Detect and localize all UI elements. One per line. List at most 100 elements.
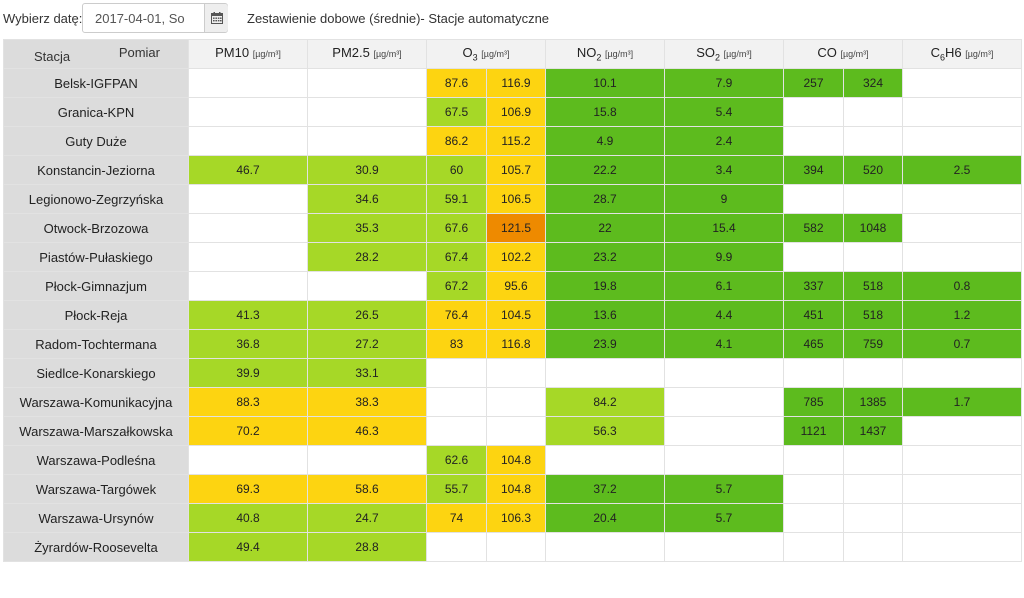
pollutant-description: Benzen [904,67,1021,68]
value-cell: 95.6 [486,271,546,301]
value-cell: 520 [843,155,903,185]
value-cell: 451 [783,300,844,330]
value-cell: 4.1 [664,329,784,359]
value-cell [783,445,844,475]
value-cell [426,387,487,417]
station-name: Granica-KPN [3,97,189,127]
calendar-button[interactable] [204,4,228,32]
value-cell [843,503,903,533]
value-cell: 23.2 [545,242,665,272]
report-title: Zestawienie dobowe (średnie)- Stacje aut… [247,11,550,26]
value-cell: 5.7 [664,503,784,533]
date-input[interactable] [83,4,204,32]
value-cell [426,532,487,562]
header-pm25: PM2.5 [µg/m³]Pył zawieszony PM 2.5S24h [307,39,427,69]
value-cell: 20.4 [545,503,665,533]
value-cell [783,503,844,533]
value-cell: 518 [843,300,903,330]
header-co: CO [µg/m³]Tlenek węglaS24hS8max [783,39,903,69]
table-row: Otwock-Brzozowa 35.3 67.6 121.5 22 15.4 582 104… [3,213,1022,243]
value-cell: 86.2 [426,126,487,156]
value-cell: 70.2 [188,416,308,446]
value-cell [902,358,1022,388]
value-cell [902,416,1022,446]
value-cell: 5.7 [664,474,784,504]
value-cell: 38.3 [307,387,427,417]
value-cell: 62.6 [426,445,487,475]
value-cell: 4.9 [545,126,665,156]
value-cell: 106.3 [486,503,546,533]
value-cell [843,358,903,388]
pollutant-description: Tlenek węgla [785,67,902,68]
pollutant-name: PM2.5 [µg/m³] [332,45,402,60]
value-cell [843,474,903,504]
value-cell [843,445,903,475]
station-name: Warszawa-Podleśna [3,445,189,475]
air-quality-table: Pomiar Stacja PM10 [µg/m³] Pył zawieszony… [3,39,1022,562]
value-cell: 6.1 [664,271,784,301]
station-name: Belsk-IGFPAN [3,68,189,98]
value-cell [664,532,784,562]
value-cell: 84.2 [545,387,665,417]
table-body: Belsk-IGFPAN 87.6 116.9 10.1 7.9 257 324 Granic… [3,68,1022,562]
table-row: Piastów-Pułaskiego 28.2 67.4 102.2 23.2 9.9 [3,242,1022,272]
pollutant-description: Dwutlenek siarki [666,67,783,68]
value-cell [188,97,308,127]
value-cell: 1121 [783,416,844,446]
value-cell [545,532,665,562]
value-cell [188,68,308,98]
value-cell: 35.3 [307,213,427,243]
station-name: Otwock-Brzozowa [3,213,189,243]
value-cell: 106.5 [486,184,546,214]
value-cell: 28.7 [545,184,665,214]
station-name: Warszawa-Komunikacyjna [3,387,189,417]
pollutant-name: NO2 [µg/m³] [576,45,634,63]
value-cell: 27.2 [307,329,427,359]
value-cell: 582 [783,213,844,243]
value-cell [843,184,903,214]
value-cell: 1.7 [902,387,1022,417]
value-cell: 2.5 [902,155,1022,185]
date-picker[interactable] [82,3,228,33]
value-cell: 58.6 [307,474,427,504]
value-cell [307,271,427,301]
header-row: Pomiar Stacja PM10 [µg/m³] Pył zawieszony… [3,39,1022,69]
table-row: Płock-Gimnazjum 67.2 95.6 19.8 6.1 337 518 0.8 [3,271,1022,301]
value-cell: 1048 [843,213,903,243]
station-name: Guty Duże [3,126,189,156]
value-cell: 15.4 [664,213,784,243]
calendar-icon [210,12,223,24]
value-cell [843,97,903,127]
value-cell [902,445,1022,475]
header-c6h6: C6H6 [µg/m³]BenzenS24h [902,39,1022,69]
value-cell [664,358,784,388]
stacja-label: Stacja [34,49,71,64]
value-cell: 324 [843,68,903,98]
value-cell: 26.5 [307,300,427,330]
table-row: Płock-Reja 41.3 26.5 76.4 104.5 13.6 4.4 451 518… [3,300,1022,330]
value-cell: 36.8 [188,329,308,359]
value-cell [902,184,1022,214]
value-cell: 115.2 [486,126,546,156]
value-cell: 394 [783,155,844,185]
station-name: Siedlce-Konarskiego [3,358,189,388]
value-cell: 22.2 [545,155,665,185]
value-cell [426,358,487,388]
date-label: Wybierz datę: [3,11,83,26]
value-cell: 104.5 [486,300,546,330]
value-cell: 5.4 [664,97,784,127]
value-cell [545,445,665,475]
table-row: Warszawa-Targówek 69.3 58.6 55.7 104.8 37.2 5.… [3,474,1022,504]
value-cell: 19.8 [545,271,665,301]
value-cell: 88.3 [188,387,308,417]
value-cell: 56.3 [545,416,665,446]
value-cell: 121.5 [486,213,546,243]
value-cell [664,416,784,446]
value-cell [486,387,546,417]
value-cell: 257 [783,68,844,98]
table-row: Guty Duże 86.2 115.2 4.9 2.4 [3,126,1022,156]
station-name: Warszawa-Marszałkowska [3,416,189,446]
table-row: Warszawa-Marszałkowska 70.2 46.3 56.3 1121 14… [3,416,1022,446]
value-cell: 465 [783,329,844,359]
value-cell [307,68,427,98]
